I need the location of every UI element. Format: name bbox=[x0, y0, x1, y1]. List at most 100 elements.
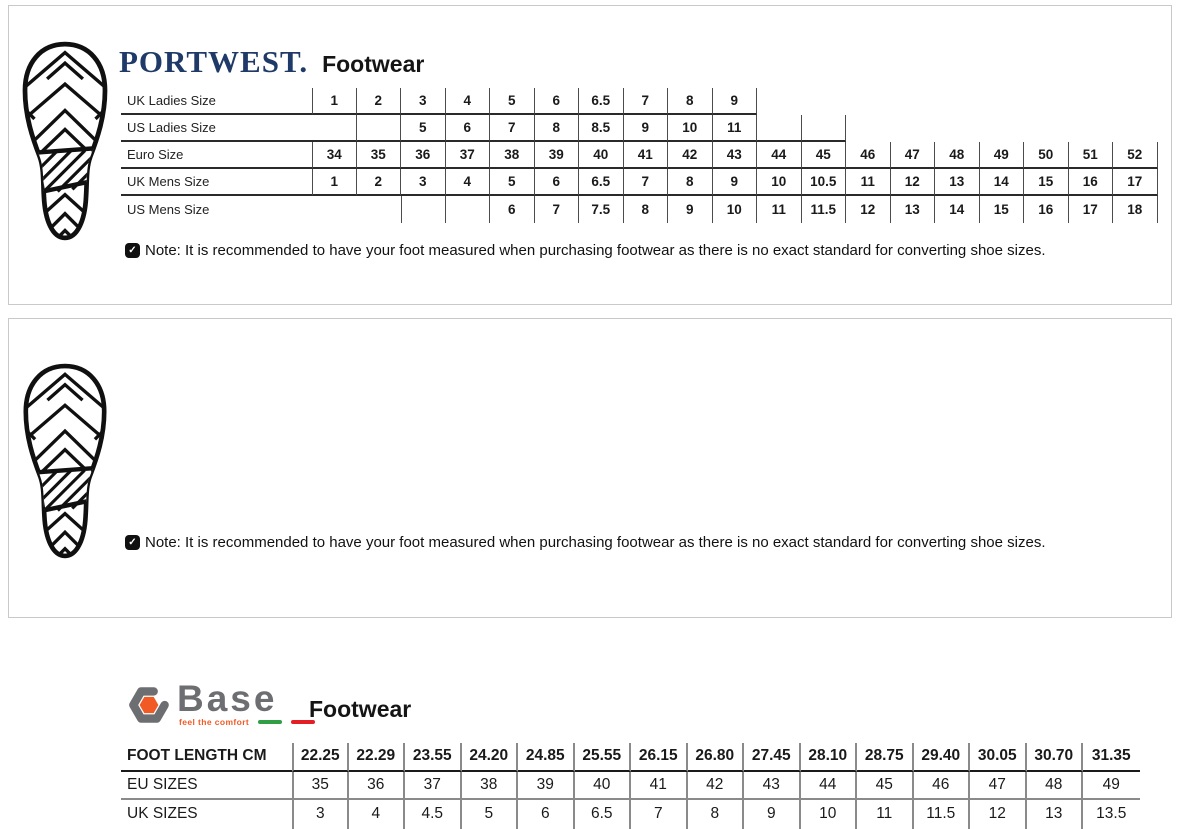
size-cell: 6.5 bbox=[579, 88, 624, 115]
size-table-row: EU SIZES 35 36 37 38 39 40 41 42 43 44 45 46 47 48 49 bbox=[121, 771, 1140, 800]
size-cell: 28.10 bbox=[800, 743, 857, 772]
size-table-row: Euro Size 34 35 36 37 38 39 40 41 42 43 44 45 46 47 48 4… bbox=[121, 142, 1158, 169]
size-cell bbox=[891, 115, 936, 142]
size-cell: 9 bbox=[712, 88, 757, 115]
size-cell: 22.29 bbox=[348, 743, 405, 772]
size-cell: 36 bbox=[348, 771, 405, 800]
size-cell: 41 bbox=[623, 142, 668, 169]
size-cell: 4 bbox=[349, 800, 405, 829]
size-cell: 22.25 bbox=[292, 743, 349, 772]
size-cell: 3 bbox=[401, 169, 446, 196]
base-wordmark: Base bbox=[177, 678, 278, 720]
size-cell: 10 bbox=[713, 196, 757, 223]
size-cell bbox=[1113, 115, 1158, 142]
size-cell: 47 bbox=[890, 142, 935, 169]
size-cell: 11 bbox=[712, 115, 757, 142]
size-cell: 38 bbox=[490, 142, 535, 169]
size-cell: 1 bbox=[312, 169, 357, 196]
size-cell bbox=[757, 88, 802, 115]
size-cell: 12 bbox=[970, 800, 1027, 829]
size-cell: 39 bbox=[518, 771, 575, 800]
size-cell: 1 bbox=[312, 88, 357, 115]
size-cell: 8.5 bbox=[579, 115, 624, 142]
row-label: EU SIZES bbox=[121, 772, 292, 800]
row-label: FOOT LENGTH CM bbox=[121, 743, 292, 772]
size-cell: 47 bbox=[970, 771, 1027, 800]
size-cell: 34 bbox=[312, 142, 357, 169]
size-cell: 26.80 bbox=[687, 743, 744, 772]
size-cell: 15 bbox=[980, 196, 1024, 223]
size-cell: 11.5 bbox=[914, 800, 970, 829]
size-cell: 45 bbox=[857, 771, 914, 800]
size-cell: 49 bbox=[979, 142, 1024, 169]
size-cell: 12 bbox=[890, 169, 935, 196]
size-cell: 37 bbox=[445, 142, 490, 169]
size-cell: 9 bbox=[744, 800, 801, 829]
green-dash-icon bbox=[258, 719, 283, 724]
size-cell: 35 bbox=[356, 142, 401, 169]
size-cell bbox=[846, 88, 891, 115]
size-cell: 7 bbox=[623, 88, 668, 115]
size-cell: 14 bbox=[979, 169, 1024, 196]
size-table-row: UK Ladies Size 1 2 3 4 5 6 6.5 7 8 9 bbox=[121, 88, 1158, 115]
size-cell bbox=[980, 88, 1025, 115]
size-cell: 48 bbox=[1026, 771, 1083, 800]
size-cell bbox=[401, 196, 446, 223]
size-cell: 7 bbox=[535, 196, 579, 223]
size-cell: 11.5 bbox=[802, 196, 846, 223]
size-cell: 17 bbox=[1069, 196, 1113, 223]
portwest-logo: PORTWEST. bbox=[119, 44, 309, 79]
size-cell bbox=[801, 115, 846, 142]
size-cell: 6 bbox=[534, 169, 579, 196]
size-cell: 26.15 bbox=[631, 743, 688, 772]
size-cell: 9 bbox=[623, 115, 668, 142]
portwest-note-text: Note: It is recommended to have your foo… bbox=[145, 242, 1046, 259]
row-label: UK SIZES bbox=[127, 805, 198, 823]
size-cell: 52 bbox=[1113, 142, 1158, 169]
size-cell: 3 bbox=[401, 88, 446, 115]
size-cell: 35 bbox=[292, 771, 349, 800]
row-label: Euro Size bbox=[121, 142, 312, 169]
row-label: UK Ladies Size bbox=[121, 88, 312, 115]
size-cell: 8 bbox=[624, 196, 668, 223]
size-cell bbox=[802, 88, 847, 115]
base-size-chart-panel: Base feel the comfort Footwear FOOT LENG… bbox=[8, 318, 1172, 829]
size-cell: 42 bbox=[668, 142, 713, 169]
size-cell: 40 bbox=[579, 142, 624, 169]
size-cell: 8 bbox=[668, 169, 713, 196]
size-cell: 31.35 bbox=[1083, 743, 1140, 772]
size-cell bbox=[1113, 88, 1158, 115]
base-footwear-title: Footwear bbox=[309, 696, 412, 722]
size-cell: 4 bbox=[445, 169, 490, 196]
note-checkbox-icon: ✓ bbox=[125, 243, 140, 258]
size-cell: 15 bbox=[1024, 169, 1069, 196]
row-label: US Ladies Size bbox=[121, 115, 312, 142]
shoeprint-icon bbox=[17, 41, 113, 241]
size-cell: 17 bbox=[1113, 169, 1158, 196]
note-checkbox-icon: ✓ bbox=[125, 535, 140, 550]
size-cell: 18 bbox=[1113, 196, 1158, 223]
size-cell: 8 bbox=[534, 115, 579, 142]
size-cell: 6 bbox=[518, 800, 575, 829]
size-cell: 24.20 bbox=[461, 743, 518, 772]
row-label: US Mens Size bbox=[127, 202, 210, 217]
size-cell bbox=[935, 115, 980, 142]
size-cell: 13 bbox=[935, 169, 980, 196]
size-cell bbox=[357, 196, 402, 223]
size-cell: 6 bbox=[534, 88, 579, 115]
size-cell: 44 bbox=[800, 771, 857, 800]
size-table-row: UK Mens Size 1 2 3 4 5 6 6.5 7 8 9 10 10.5 11 12 13 14 15… bbox=[121, 169, 1158, 196]
portwest-size-table: UK Ladies Size 1 2 3 4 5 6 6.5 7 8 9 US Ladies Size… bbox=[121, 88, 1158, 223]
size-cell: 5 bbox=[490, 169, 535, 196]
size-cell: 25.55 bbox=[574, 743, 631, 772]
size-cell: 30.70 bbox=[1026, 743, 1083, 772]
size-cell: 2 bbox=[356, 88, 401, 115]
size-cell: 7 bbox=[623, 169, 668, 196]
size-cell: 10 bbox=[668, 115, 713, 142]
size-cell: 4.5 bbox=[405, 800, 462, 829]
size-cell: 49 bbox=[1083, 772, 1140, 800]
size-cell: 7.5 bbox=[579, 196, 624, 223]
base-note-text: Note: It is recommended to have your foo… bbox=[145, 534, 1046, 551]
size-cell: 7 bbox=[631, 800, 688, 829]
size-cell bbox=[846, 115, 891, 142]
